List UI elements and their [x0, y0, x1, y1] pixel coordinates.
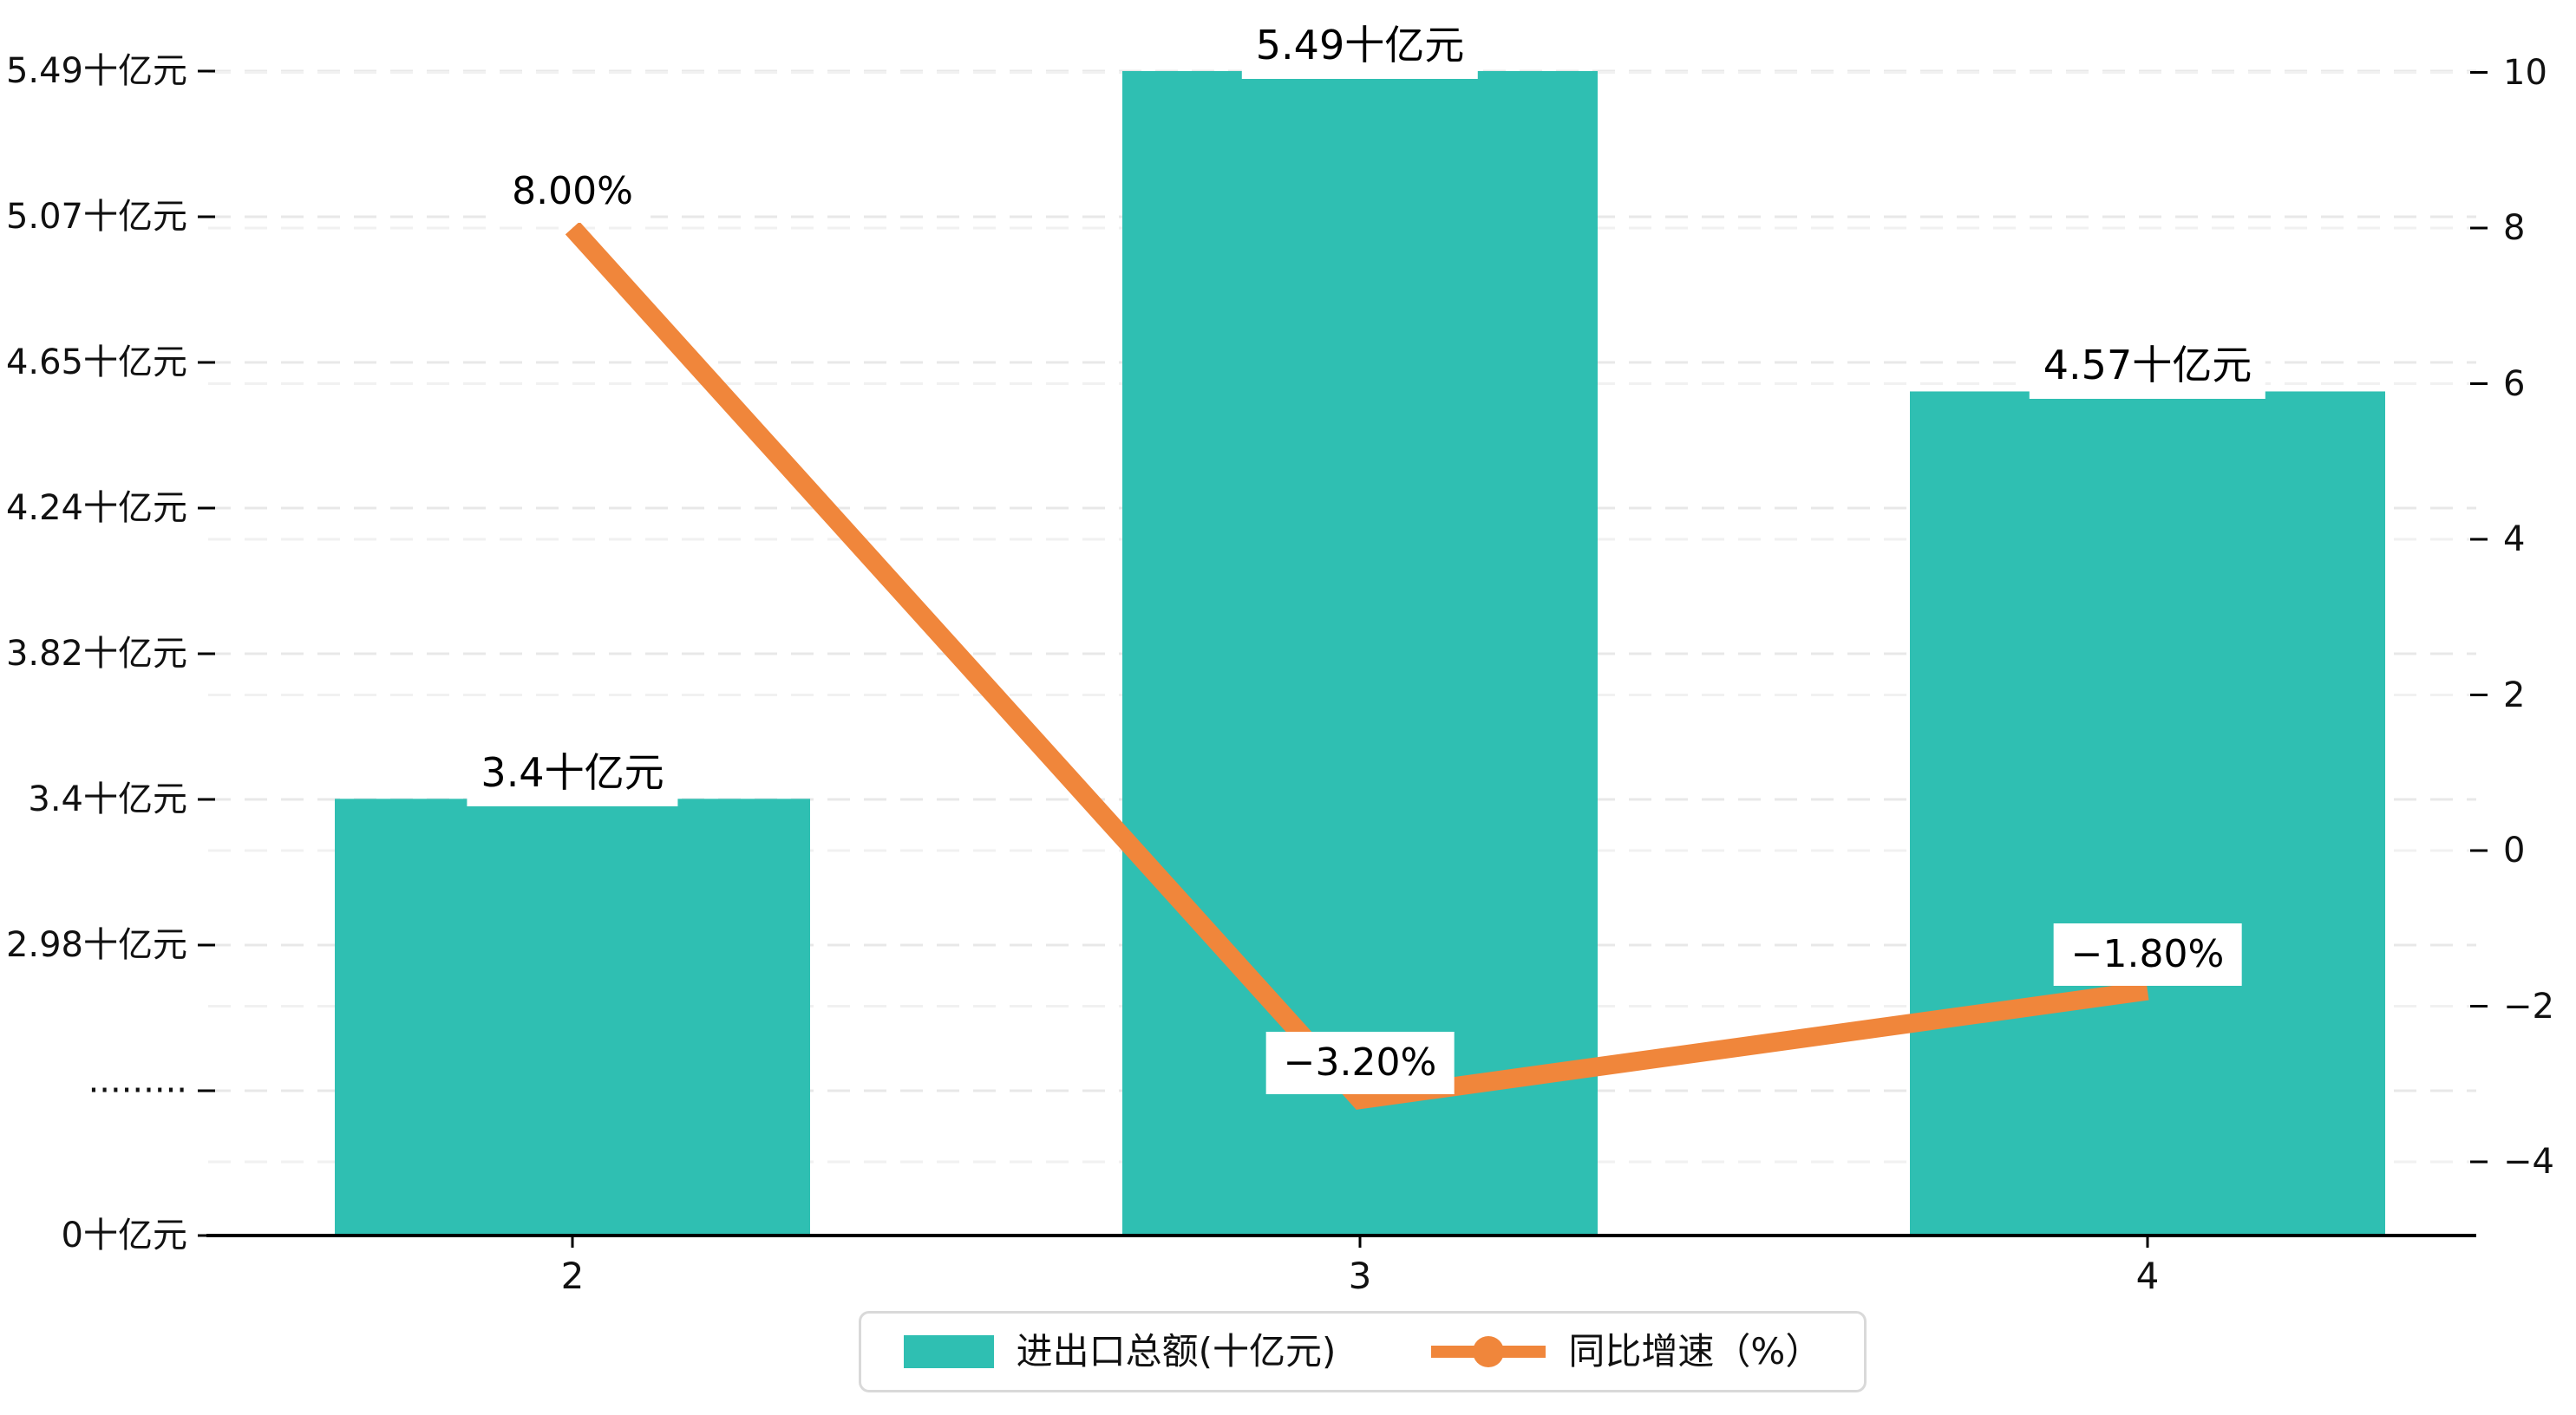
bar-layer — [335, 70, 2385, 1236]
x-axis-tick-label: 3 — [1348, 1255, 1372, 1297]
bar-swatch-icon — [903, 1335, 994, 1368]
y-axis-tick-label-left: 0十亿元 — [61, 1216, 187, 1255]
y-axis-tick-label-right: 8 — [2503, 208, 2526, 248]
line-marker-icon — [1431, 1336, 1546, 1367]
y-axis-tick-label-left: 3.82十亿元 — [5, 634, 187, 674]
y-axis-tick-label-left: 2.98十亿元 — [5, 925, 187, 965]
y-axis-tick-label-right: 4 — [2503, 519, 2526, 559]
legend-label-line-series: 同比增速（%） — [1568, 1330, 1822, 1373]
y-axis-tick-label-right: 10 — [2503, 52, 2547, 93]
y-axis-tick-label-right: 2 — [2503, 675, 2526, 715]
y-axis-tick-label-left: 4.65十亿元 — [5, 342, 187, 382]
bar-value-label: 3.4十亿元 — [467, 739, 678, 807]
y-axis-tick-label-left: 5.07十亿元 — [5, 197, 187, 237]
line-marker-dot-icon — [1473, 1336, 1505, 1367]
y-axis-tick-label-right: 6 — [2503, 363, 2526, 404]
x-axis-tick-label: 4 — [2135, 1255, 2160, 1297]
legend-label-bar-series: 进出口总额(十亿元) — [1016, 1330, 1337, 1373]
bar — [335, 799, 810, 1236]
y-axis-tick-label-right: 0 — [2503, 831, 2526, 871]
y-axis-tick-label-right: −2 — [2503, 986, 2554, 1027]
y-axis-tick-label-left: 4.24十亿元 — [5, 488, 187, 528]
legend: 进出口总额(十亿元) 同比增速（%） — [859, 1311, 1867, 1392]
y-axis-tick-label-left: 5.49十亿元 — [5, 51, 187, 91]
line-point-label: −1.80% — [2053, 923, 2242, 986]
legend-item-import-export-total: 进出口总额(十亿元) — [903, 1330, 1337, 1373]
bar — [1910, 391, 2385, 1236]
line-point-label: 8.00% — [494, 160, 651, 223]
y-axis-tick-label-left: ········· — [88, 1071, 187, 1111]
axis-layer — [198, 69, 2488, 1248]
y-axis-tick-label-left: 3.4十亿元 — [28, 779, 187, 819]
line-point-label: −3.20% — [1265, 1032, 1455, 1095]
line-layer — [565, 221, 2149, 1110]
bar-value-label: 4.57十亿元 — [2029, 331, 2266, 400]
bar-value-label: 5.49十亿元 — [1241, 10, 1479, 79]
growth-line — [565, 221, 2149, 1110]
x-axis-tick-label: 2 — [560, 1255, 585, 1297]
y-axis-tick-label-right: −4 — [2503, 1142, 2554, 1182]
legend-item-yoy-growth: 同比增速（%） — [1431, 1331, 1821, 1373]
